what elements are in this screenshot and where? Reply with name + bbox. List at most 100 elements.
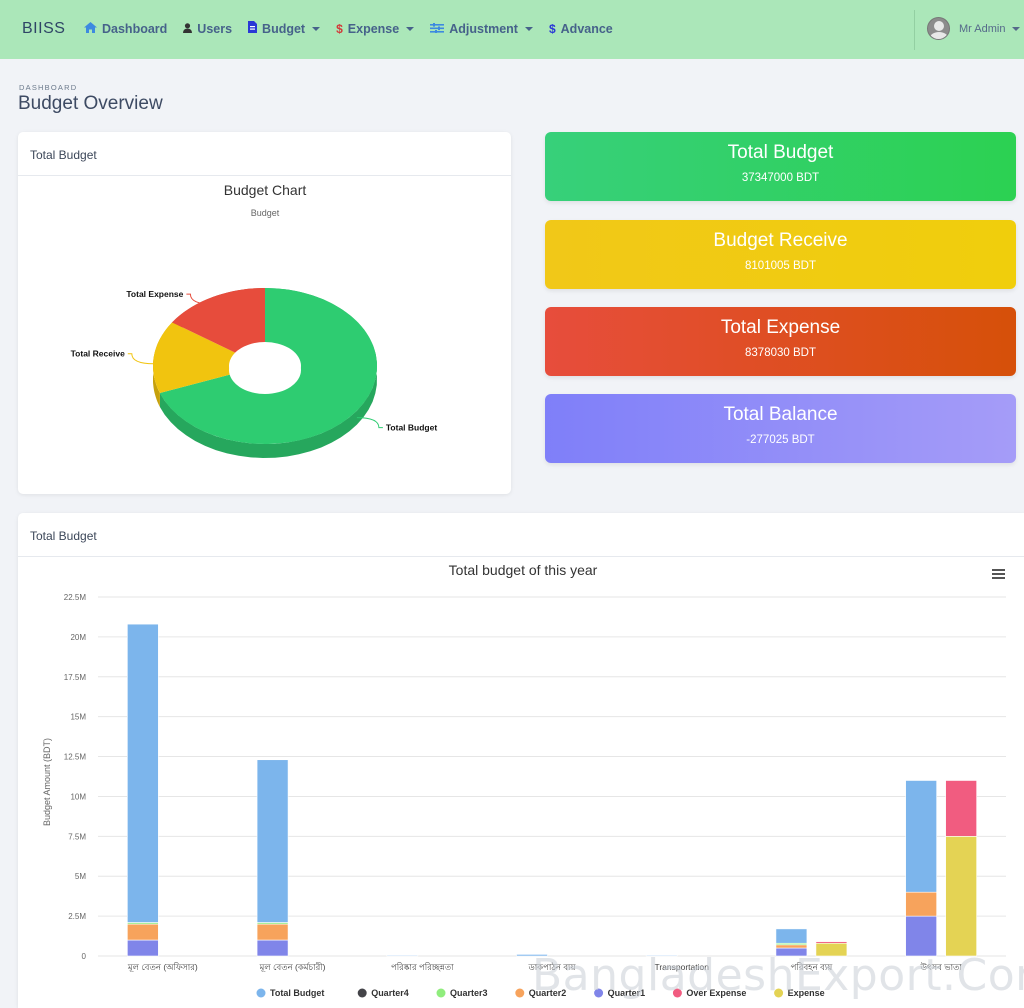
legend-item[interactable]: Quarter4 <box>357 988 409 998</box>
chevron-down-icon <box>524 26 533 31</box>
bar-segment[interactable] <box>127 623 159 923</box>
brand-logo[interactable]: BIISS <box>22 20 66 37</box>
bar-segment[interactable] <box>256 759 289 923</box>
legend-label: Quarter1 <box>608 988 646 998</box>
nav-item-label: Expense <box>347 21 400 36</box>
stat-title: Total Budget <box>727 142 834 163</box>
y-axis-label: Budget Amount (BDT) <box>42 738 52 826</box>
sliders-icon <box>430 22 445 36</box>
y-tick-label: 12.5M <box>64 753 87 762</box>
user-menu[interactable]: Mr Admin <box>927 17 1021 40</box>
nav-item-label: Dashboard <box>102 21 168 36</box>
bar-segment[interactable] <box>775 928 808 944</box>
stat-card-total-expense: Total Expense 8378030 BDT <box>545 307 1016 376</box>
dollar-icon: $ <box>336 21 343 36</box>
bar-segment[interactable] <box>905 780 937 893</box>
legend-label: Quarter2 <box>529 988 567 998</box>
bar-segment[interactable] <box>256 939 289 957</box>
nav-item-expense[interactable]: $ Expense <box>336 21 415 36</box>
bar-segment[interactable] <box>815 942 848 957</box>
chevron-down-icon <box>1012 26 1021 31</box>
legend-marker <box>594 988 604 998</box>
stat-value: 8101005 BDT <box>745 260 816 272</box>
y-tick-label: 5M <box>75 872 86 881</box>
bar-segment[interactable] <box>945 780 977 837</box>
pie-slice-label: Total Budget <box>386 423 437 433</box>
legend-item[interactable]: Over Expense <box>672 988 747 998</box>
bar-segment[interactable] <box>127 923 159 941</box>
legend-item[interactable]: Expense <box>774 988 825 998</box>
nav-item-dashboard[interactable]: Dashboard <box>84 21 167 36</box>
bar-segment[interactable] <box>905 891 937 917</box>
nav-item-label: Users <box>197 21 233 36</box>
legend-item[interactable]: Quarter3 <box>436 988 488 998</box>
bar-segment[interactable] <box>775 947 808 957</box>
pie-slice-label: Total Expense <box>126 289 183 299</box>
nav-item-adjustment[interactable]: Adjustment <box>430 21 533 36</box>
bar-segment[interactable] <box>905 915 937 957</box>
legend-label: Expense <box>788 988 825 998</box>
nav-item-label: Adjustment <box>449 21 518 36</box>
nav-item-advance[interactable]: $ Advance <box>549 21 613 36</box>
chart-menu-icon[interactable] <box>992 569 1005 579</box>
legend-marker <box>436 988 446 998</box>
legend-item[interactable]: Quarter1 <box>594 988 645 998</box>
top-navbar: BIISS Dashboard Users Budget $ Expense <box>0 0 1024 59</box>
user-name: Mr Admin <box>959 22 1006 35</box>
y-tick-label: 17.5M <box>64 673 87 682</box>
legend-item[interactable]: Quarter2 <box>515 988 566 998</box>
user-icon <box>183 22 193 36</box>
budget-bar-chart: Total budget of this year Budget Amount … <box>42 562 1006 998</box>
pie-slice[interactable] <box>152 322 236 393</box>
file-icon <box>248 21 258 36</box>
stat-title: Total Expense <box>720 317 841 338</box>
bar-segment[interactable] <box>256 923 289 941</box>
bar-segment[interactable] <box>386 954 419 957</box>
stat-card-total-budget: Total Budget 37347000 BDT <box>545 132 1016 201</box>
nav-item-budget[interactable]: Budget <box>248 21 321 36</box>
avatar <box>927 17 950 40</box>
pie-connector <box>356 417 383 429</box>
x-tick-label: মূল বেতন (কর্মচারী) <box>259 961 326 973</box>
nav-item-users[interactable]: Users <box>183 21 232 36</box>
stat-value: 8378030 BDT <box>745 347 816 359</box>
y-tick-label: 20M <box>70 633 86 642</box>
pie-slice[interactable] <box>172 288 265 353</box>
donut-hole <box>229 346 301 394</box>
budget-pie-chart: Budget Chart Budget Total Budget Total Re… <box>71 182 437 458</box>
x-tick-label: Transportation <box>654 962 709 972</box>
y-tick-label: 0 <box>82 952 87 961</box>
bar-segment[interactable] <box>945 836 977 957</box>
x-tick-label: উৎসব ভাতা <box>919 961 962 972</box>
y-tick-label: 10M <box>70 792 86 801</box>
x-tick-label: পরিষ্কার পরিচ্ছন্নতা <box>391 962 454 972</box>
legend-marker <box>774 988 784 998</box>
pie-slice[interactable] <box>159 288 377 444</box>
nav-divider <box>914 10 915 50</box>
bar-segment[interactable] <box>775 944 808 949</box>
bar-segment[interactable] <box>516 954 548 957</box>
bar-segment[interactable] <box>815 941 848 944</box>
legend-marker <box>256 988 266 998</box>
y-tick-label: 2.5M <box>68 912 86 921</box>
x-tick-label: মূল বেতন (অফিসার) <box>127 962 198 973</box>
legend-label: Over Expense <box>686 988 746 998</box>
chart-subtitle: Budget <box>251 208 280 218</box>
nav-item-label: Advance <box>560 21 613 36</box>
chart-title: Budget Chart <box>224 182 307 198</box>
bar-segment[interactable] <box>127 939 159 957</box>
page-title: Budget Overview <box>18 93 163 114</box>
legend-label: Total Budget <box>270 988 324 998</box>
stat-card-total-balance: Total Balance -277025 BDT <box>545 394 1016 463</box>
x-tick-label: পরিবহন ব্যয় <box>791 962 834 972</box>
y-tick-label: 15M <box>70 713 86 722</box>
stat-card-budget-receive: Budget Receive 8101005 BDT <box>545 220 1016 289</box>
budget-chart-card: Total Budget Budget Chart Budget Total B… <box>18 132 511 494</box>
nav-menu: Dashboard Users Budget $ Expense Adjustm… <box>84 21 629 36</box>
nav-item-label: Budget <box>262 21 306 36</box>
legend-label: Quarter4 <box>371 988 409 998</box>
legend-item[interactable]: Total Budget <box>256 988 325 998</box>
stat-value: -277025 BDT <box>746 434 815 446</box>
bar-segment[interactable] <box>645 954 678 957</box>
legend-marker <box>357 988 367 998</box>
